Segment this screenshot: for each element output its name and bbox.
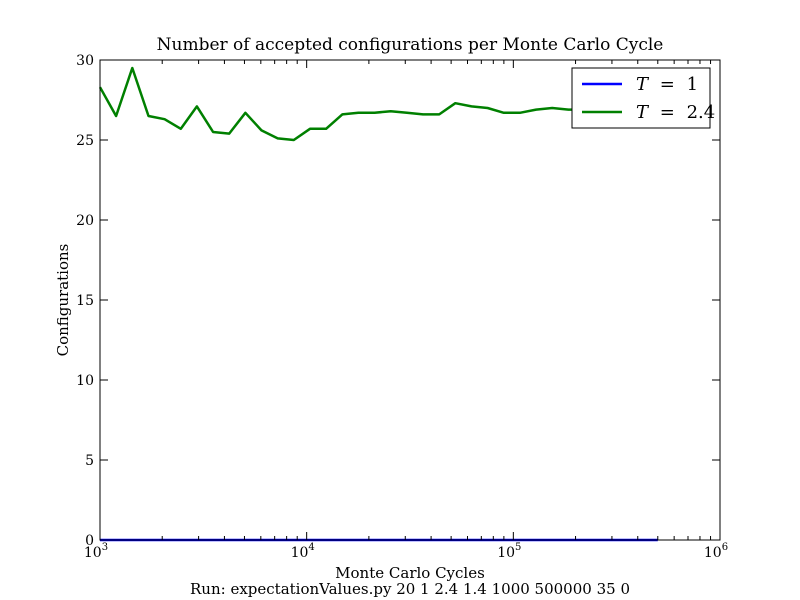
legend-t2-op: = [660,102,675,123]
tick-layer: 0 5 10 15 20 25 30 103 104 105 106 [76,53,728,561]
x-axis-label: Monte Carlo Cycles [335,564,485,582]
y-tick-label: 30 [76,53,94,69]
legend-t1-op: = [660,74,675,95]
y-tick-label: 5 [85,453,94,469]
legend: T = 1 T = 2.4 [571,67,715,129]
legend-t1-lhs: T [636,74,650,95]
y-tick-label: 25 [76,133,94,149]
x-tick-label: 105 [497,542,521,561]
y-tick-label: 10 [76,373,94,389]
y-tick-label: 20 [76,213,94,229]
chart-title: Number of accepted configurations per Mo… [157,35,664,55]
x-tick-label: 106 [704,542,728,561]
x-tick-label: 104 [291,542,315,561]
y-axis-label: Configurations [54,244,72,357]
legend-label-t2: T = 2.4 [636,102,715,123]
run-footer: Run: expectationValues.py 20 1 2.4 1.4 1… [190,580,630,598]
plot-area [100,60,720,540]
legend-label-t1: T = 1 [636,74,698,95]
legend-t1-rhs: 1 [687,74,698,95]
legend-box [571,67,711,129]
x-tick-label: 103 [84,542,108,561]
series-line-t2 [98,66,658,142]
y-tick-label: 15 [76,293,94,309]
legend-t2-rhs: 2.4 [687,102,716,123]
legend-t2-lhs: T [636,102,650,123]
y-tick-label: 0 [85,533,94,549]
